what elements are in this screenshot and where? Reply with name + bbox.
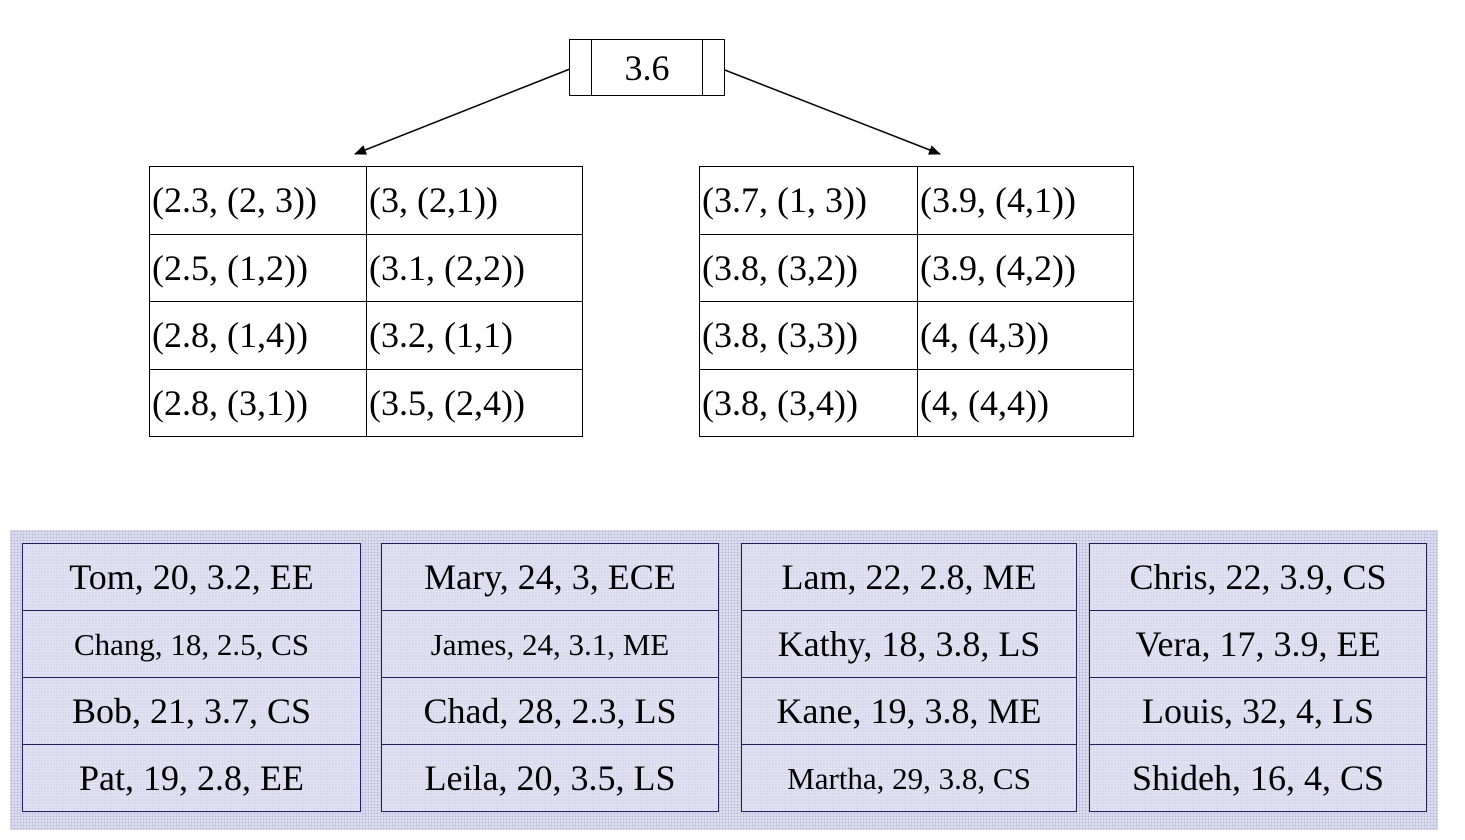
record: James, 24, 3.1, ME: [381, 610, 719, 678]
leaf-entry: (3.8, (3,4)): [699, 368, 918, 437]
record: Leila, 20, 3.5, LS: [381, 744, 719, 812]
record: Chris, 22, 3.9, CS: [1089, 543, 1427, 611]
record: Martha, 29, 3.8, CS: [741, 744, 1077, 812]
leaf-row: (2.5, (1,2)) (3.1, (2,2)): [149, 233, 583, 302]
root-node: 3.6: [569, 39, 725, 96]
leaf-entry: (3.7, (1, 3)): [699, 166, 918, 235]
leaf-entry: (4, (4,3)): [917, 301, 1134, 370]
leaf-node-left: (2.3, (2, 3)) (3, (2,1)) (2.5, (1,2)) (3…: [149, 166, 583, 437]
record: Pat, 19, 2.8, EE: [22, 744, 361, 812]
leaf-entry: (3.2, (1,1): [366, 301, 583, 370]
leaf-entry: (2.8, (1,4)): [149, 301, 367, 370]
leaf-row: (3.8, (3,4)) (4, (4,4)): [699, 368, 1134, 437]
leaf-entry: (2.5, (1,2)): [149, 233, 367, 302]
record: Kane, 19, 3.8, ME: [741, 677, 1077, 745]
leaf-entry: (3.8, (3,2)): [699, 233, 918, 302]
leaf-row: (3.8, (3,3)) (4, (4,3)): [699, 301, 1134, 370]
leaf-entry: (3.5, (2,4)): [366, 368, 583, 437]
data-page: Mary, 24, 3, ECE James, 24, 3.1, ME Chad…: [381, 543, 719, 812]
record: Kathy, 18, 3.8, LS: [741, 610, 1077, 678]
edge-right-arrow: [711, 64, 941, 155]
leaf-row: (3.8, (3,2)) (3.9, (4,2)): [699, 233, 1134, 302]
record: Chang, 18, 2.5, CS: [22, 610, 361, 678]
data-page: Tom, 20, 3.2, EE Chang, 18, 2.5, CS Bob,…: [22, 543, 361, 812]
leaf-row: (2.8, (3,1)) (3.5, (2,4)): [149, 368, 583, 437]
leaf-row: (3.7, (1, 3)) (3.9, (4,1)): [699, 166, 1134, 235]
record: Lam, 22, 2.8, ME: [741, 543, 1077, 611]
leaf-node-right: (3.7, (1, 3)) (3.9, (4,1)) (3.8, (3,2)) …: [699, 166, 1134, 437]
leaf-row: (2.3, (2, 3)) (3, (2,1)): [149, 166, 583, 235]
data-page: Lam, 22, 2.8, ME Kathy, 18, 3.8, LS Kane…: [741, 543, 1077, 812]
record: Vera, 17, 3.9, EE: [1089, 610, 1427, 678]
edge-left-arrow: [354, 64, 581, 155]
root-right-pointer: [702, 40, 724, 95]
leaf-row: (2.8, (1,4)) (3.2, (1,1): [149, 301, 583, 370]
record: Chad, 28, 2.3, LS: [381, 677, 719, 745]
data-page: Chris, 22, 3.9, CS Vera, 17, 3.9, EE Lou…: [1089, 543, 1427, 812]
root-left-pointer: [570, 40, 592, 95]
leaf-entry: (2.3, (2, 3)): [149, 166, 367, 235]
record: Mary, 24, 3, ECE: [381, 543, 719, 611]
leaf-entry: (3.8, (3,3)): [699, 301, 918, 370]
leaf-entry: (3, (2,1)): [366, 166, 583, 235]
record: Louis, 32, 4, LS: [1089, 677, 1427, 745]
leaf-entry: (3.9, (4,1)): [917, 166, 1134, 235]
record: Tom, 20, 3.2, EE: [22, 543, 361, 611]
leaf-entry: (3.1, (2,2)): [366, 233, 583, 302]
record: Bob, 21, 3.7, CS: [22, 677, 361, 745]
leaf-entry: (3.9, (4,2)): [917, 233, 1134, 302]
leaf-entry: (4, (4,4)): [917, 368, 1134, 437]
root-key: 3.6: [624, 47, 670, 88]
leaf-entry: (2.8, (3,1)): [149, 368, 367, 437]
record: Shideh, 16, 4, CS: [1089, 744, 1427, 812]
